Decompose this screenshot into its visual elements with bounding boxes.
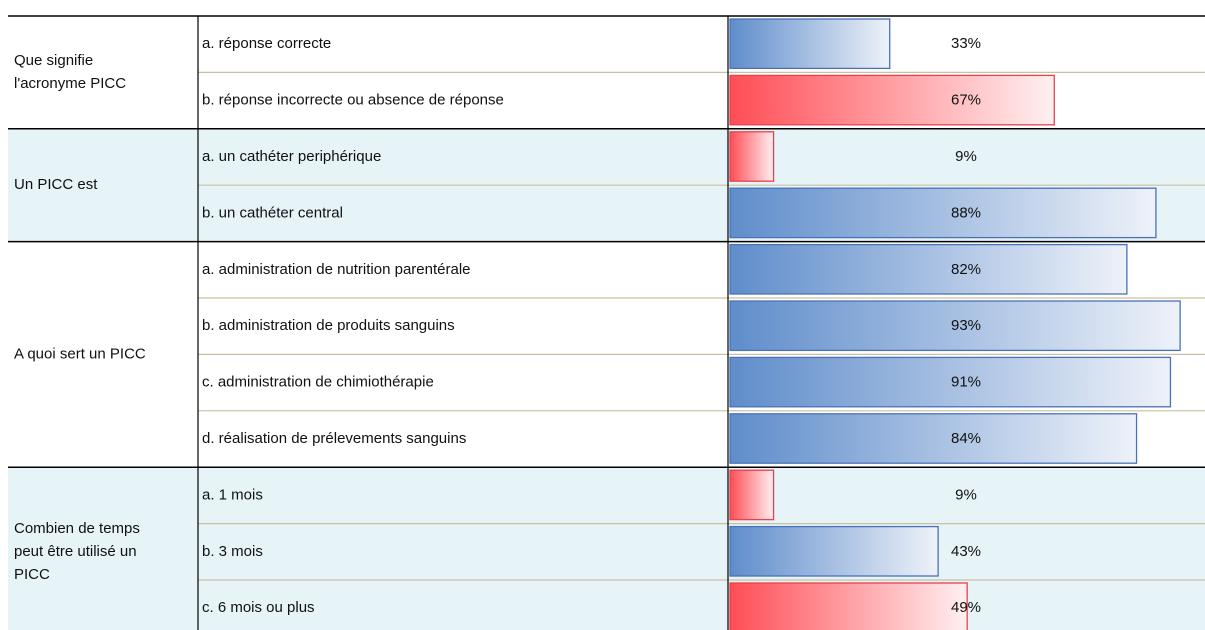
answer-label: c. 6 mois ou plus — [202, 599, 315, 616]
answer-label: b. administration de produits sanguins — [202, 317, 455, 334]
data-bar — [729, 525, 939, 577]
value-label: 84% — [951, 430, 981, 447]
value-label: 91% — [951, 374, 981, 391]
value-label: 43% — [951, 543, 981, 560]
content: a. réponse correcte 33% b. réponse incorre… — [8, 15, 1205, 630]
data-bar — [729, 18, 891, 70]
question-label: A quoi sert un PICC — [14, 345, 146, 362]
answer-label: a. réponse correcte — [202, 35, 331, 52]
data-bar — [729, 74, 1055, 126]
value-label: 9% — [955, 148, 977, 165]
answer-label: a. 1 mois — [202, 486, 263, 503]
answer-label: c. administration de chimiothérapie — [202, 374, 434, 391]
question-label: peut être utilisé un — [14, 543, 137, 560]
answer-label: a. administration de nutrition parentéra… — [202, 261, 471, 278]
answer-label: a. un cathéter periphérique — [202, 148, 381, 165]
data-bar — [729, 131, 775, 182]
question-label: Un PICC est — [14, 176, 98, 193]
answer-label: b. 3 mois — [202, 543, 263, 560]
data-bar — [729, 413, 1138, 464]
value-label: 93% — [951, 317, 981, 334]
data-bar — [729, 356, 1172, 408]
value-label: 49% — [951, 599, 981, 616]
value-label: 82% — [951, 261, 981, 278]
answer-label: b. un cathéter central — [202, 204, 343, 221]
data-bar — [729, 187, 1157, 239]
data-bar — [729, 300, 1181, 352]
data-bar — [729, 243, 1128, 295]
value-label: 33% — [951, 35, 981, 52]
data-bar — [729, 582, 968, 630]
answer-label: b. réponse incorrecte ou absence de répo… — [202, 92, 504, 109]
question-label: l'acronyme PICC — [14, 75, 126, 92]
row-shading — [8, 467, 1205, 630]
answer-label: d. réalisation de prélevements sanguins — [202, 430, 466, 447]
value-label: 67% — [951, 92, 981, 109]
question-label: Combien de temps — [14, 520, 140, 537]
value-label: 9% — [955, 486, 977, 503]
data-bar — [729, 469, 775, 521]
question-label: PICC — [14, 566, 50, 583]
question-label: Que signifie — [14, 52, 93, 69]
value-label: 88% — [951, 204, 981, 221]
